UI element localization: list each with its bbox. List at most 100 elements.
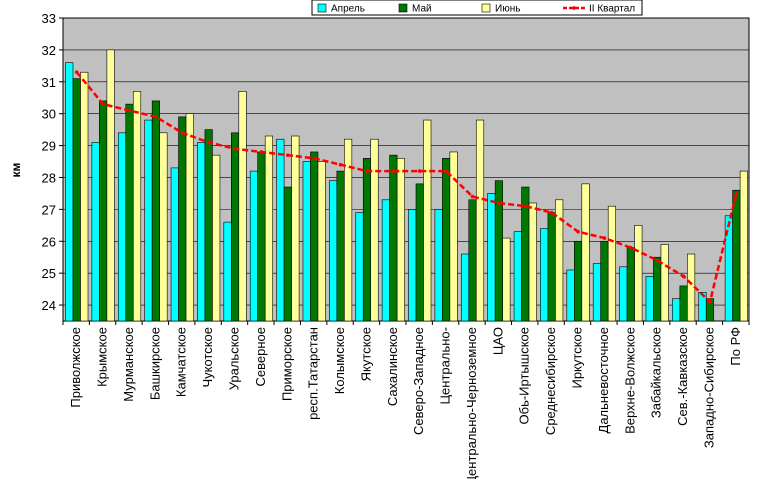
y-tick-label: 33 — [42, 11, 56, 26]
x-category-label: Среднесибирское — [543, 327, 558, 435]
bar-june — [185, 113, 194, 322]
bar-june — [634, 225, 643, 322]
x-category-label: Обь-Иртышское — [517, 327, 532, 424]
bar-may — [151, 100, 160, 322]
bar-april — [381, 199, 390, 322]
bar-april — [487, 193, 496, 322]
bar-june — [449, 151, 458, 322]
x-category-label: Иркутское — [570, 327, 585, 389]
x-category-label: Башкирское — [147, 327, 162, 400]
quarter-point — [681, 274, 686, 279]
bar-may — [442, 158, 451, 322]
bar-may — [653, 256, 662, 322]
x-category-label: Сахалинское — [385, 327, 400, 406]
bar-may — [125, 103, 134, 322]
bar-april — [329, 180, 338, 322]
bar-may — [600, 240, 609, 322]
bar-april — [117, 132, 127, 322]
bar-june — [317, 161, 326, 322]
bar-may — [310, 151, 319, 322]
bar-may — [679, 285, 688, 322]
bar-april — [197, 142, 206, 322]
x-category-label: ЦАО — [490, 327, 505, 355]
bar-april — [619, 266, 628, 322]
bar-june — [423, 119, 432, 322]
quarter-point — [444, 169, 448, 173]
x-category-label: Забайкальское — [649, 327, 664, 418]
bar-may — [415, 183, 424, 322]
bar-april — [276, 138, 285, 322]
bar-may — [99, 100, 108, 322]
x-category-label: респ.Татарстан — [306, 327, 321, 420]
legend-swatch — [317, 3, 327, 13]
x-category-label: Камчатское — [174, 327, 189, 397]
y-tick-label: 29 — [42, 139, 56, 154]
x-category-label: Мурманское — [121, 327, 136, 402]
bar-june — [528, 202, 537, 322]
bar-may — [468, 199, 477, 322]
bar-may — [257, 151, 266, 322]
bar-june — [502, 237, 511, 322]
x-category-label: Приволжское — [68, 327, 83, 408]
legend: Апрель Май Июнь II Квартал — [311, 0, 643, 16]
bar-april — [645, 276, 654, 322]
bar-april — [566, 269, 575, 322]
quarter-point — [180, 131, 185, 135]
bar-june — [106, 49, 115, 322]
y-tick-label: 31 — [42, 75, 56, 90]
legend-swatch — [398, 3, 408, 13]
y-axis-label: км — [9, 162, 23, 177]
bar-june — [80, 71, 89, 322]
legend-label: Апрель — [331, 4, 365, 15]
bar-april — [91, 142, 100, 322]
bar-june — [555, 199, 564, 322]
quarter-point — [286, 153, 290, 157]
y-tick-label: 32 — [42, 43, 56, 58]
quarter-point — [576, 229, 580, 234]
x-category-label: Северо-Западное — [411, 327, 426, 435]
x-category-label: Уральское — [227, 327, 242, 390]
y-tick-label: 28 — [42, 170, 56, 185]
legend-label: Май — [412, 4, 432, 15]
bar-may — [283, 186, 292, 322]
bar-june — [581, 183, 590, 322]
x-axis: Приволжское Крымское Мурманское Башкирское К… — [62, 321, 750, 479]
bar-april — [460, 253, 470, 322]
quarter-series-line — [75, 71, 738, 305]
bar-may — [574, 240, 583, 322]
bar-june — [344, 138, 353, 322]
quarter-point — [734, 191, 739, 196]
quarter-point — [206, 140, 211, 145]
quarter-point — [417, 169, 422, 173]
legend-swatch — [481, 3, 491, 13]
bar-june — [238, 91, 247, 322]
bar-april — [170, 167, 179, 322]
bar-june — [291, 135, 300, 322]
bar-may — [626, 247, 635, 322]
bar-april — [672, 298, 681, 322]
bar-june — [212, 154, 221, 322]
bar-may — [547, 212, 556, 322]
y-tick-label: 27 — [42, 202, 56, 217]
legend-line-marker — [572, 6, 576, 10]
x-category-label: Сев.-Кавказское — [675, 327, 690, 426]
quarter-point — [391, 169, 396, 173]
quarter-point — [365, 169, 369, 173]
bar-june — [159, 132, 168, 322]
quarter-line — [74, 70, 739, 305]
quarter-point — [233, 146, 237, 151]
quarter-point — [470, 194, 475, 199]
legend-label: II Квартал — [589, 4, 635, 15]
bar-april — [223, 221, 232, 322]
quarter-point — [523, 204, 528, 208]
x-category-label: Крымское — [95, 327, 110, 387]
y-tick-label: 30 — [42, 107, 56, 122]
bar-june — [370, 138, 379, 322]
bar-april — [65, 62, 74, 322]
bar-may — [705, 298, 715, 322]
bar-may — [389, 154, 398, 322]
bar-april — [249, 170, 258, 322]
bar-april — [434, 209, 443, 322]
quarter-point — [655, 258, 660, 263]
